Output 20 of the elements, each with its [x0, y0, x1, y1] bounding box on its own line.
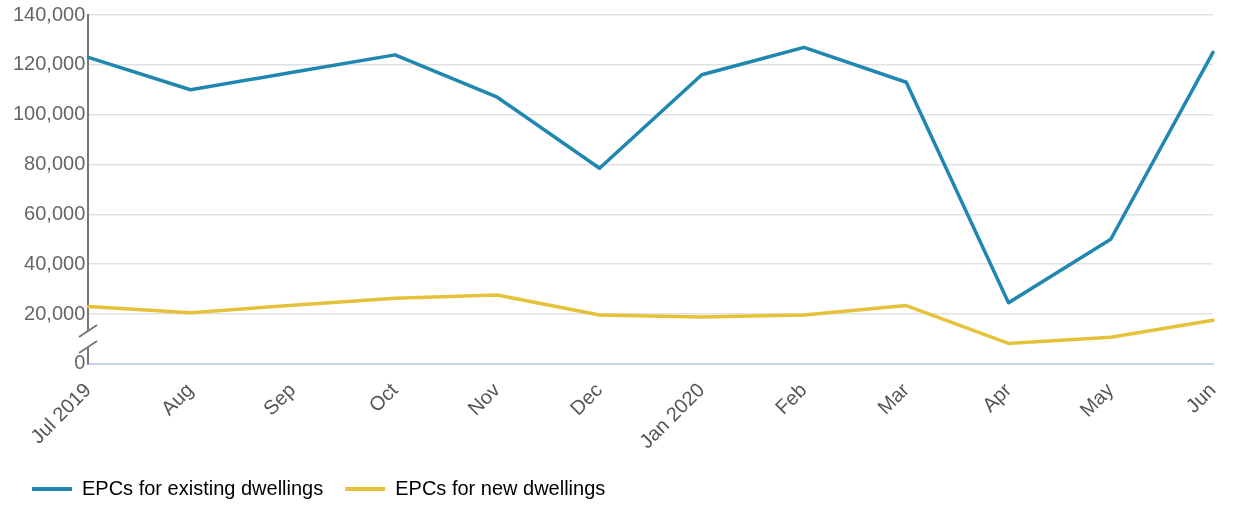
x-tick-label: May — [1075, 378, 1118, 421]
x-tick-label: Apr — [977, 378, 1016, 417]
y-tick-label: 0 — [74, 351, 86, 374]
x-tick-label: Aug — [156, 378, 198, 420]
y-tick-label: 140,000 — [13, 2, 86, 25]
legend-label: EPCs for existing dwellings — [82, 476, 324, 499]
x-tick-label: Jun — [1181, 378, 1220, 417]
x-tick-label: Sep — [258, 378, 300, 420]
y-tick-label: 60,000 — [24, 201, 86, 224]
y-tick-label: 40,000 — [24, 251, 86, 274]
y-tick-label: 120,000 — [13, 52, 86, 75]
y-tick-label: 80,000 — [24, 152, 86, 175]
x-tick-label: Mar — [873, 378, 914, 419]
legend-label: EPCs for new dwellings — [395, 476, 606, 499]
y-tick-label: 20,000 — [24, 301, 86, 324]
x-tick-label: Dec — [565, 378, 607, 420]
x-tick-label: Feb — [770, 378, 811, 419]
x-tick-label: Oct — [364, 378, 403, 417]
x-tick-label: Nov — [463, 378, 505, 420]
y-tick-label: 100,000 — [13, 102, 86, 125]
